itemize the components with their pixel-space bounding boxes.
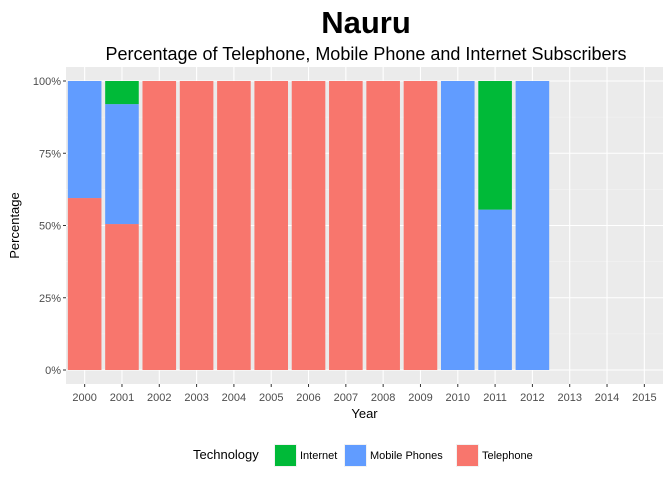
bar-telephone-2008	[366, 81, 400, 370]
bar-telephone-2005	[254, 81, 289, 370]
x-tick-label: 2001	[110, 392, 134, 404]
x-tick-label: 2012	[520, 392, 544, 404]
x-tick-label: 2006	[296, 392, 320, 404]
legend: Technology Internet Mobile Phones Telephon…	[193, 444, 533, 467]
y-tick-label: 25%	[39, 293, 61, 305]
x-tick-label: 2013	[557, 392, 581, 404]
bar-mobile-phones-2001	[105, 104, 139, 225]
x-tick-label: 2005	[259, 392, 283, 404]
bars	[67, 81, 550, 370]
chart-title: Nauru	[321, 5, 411, 40]
x-tick-label: 2010	[446, 392, 470, 404]
bar-internet-2001	[105, 81, 139, 105]
x-tick-label: 2007	[334, 392, 358, 404]
bar-telephone-2000	[67, 198, 102, 370]
bar-mobile-phones-2011	[478, 209, 512, 370]
x-tick-label: 2004	[222, 392, 246, 404]
bar-mobile-phones-2012	[515, 81, 550, 370]
y-tick-label: 0%	[45, 365, 61, 377]
y-axis: 0% 25% 50% 75% 100%	[33, 76, 66, 377]
y-tick-label: 100%	[33, 76, 61, 88]
legend-label: Internet	[300, 450, 337, 462]
bar-telephone-2007	[329, 81, 363, 370]
bar-telephone-2004	[217, 81, 251, 370]
bar-mobile-phones-2000	[67, 81, 102, 199]
legend-label: Mobile Phones	[370, 450, 443, 462]
y-tick-label: 75%	[39, 148, 61, 160]
bar-telephone-2001	[105, 224, 139, 370]
bar-telephone-2003	[179, 81, 214, 370]
legend-key-telephone	[457, 445, 478, 466]
bar-telephone-2009	[403, 81, 438, 370]
y-axis-title: Percentage	[7, 192, 22, 259]
x-axis: 2000 2001 2002 2003 2004 2005 2006 2007 2008 2009…	[72, 384, 657, 404]
bar-mobile-phones-2010	[440, 81, 475, 370]
x-tick-label: 2014	[595, 392, 619, 404]
legend-key-internet	[275, 445, 296, 466]
legend-title: Technology	[193, 447, 259, 462]
x-tick-label: 2008	[371, 392, 395, 404]
x-tick-label: 2015	[632, 392, 656, 404]
y-tick-label: 50%	[39, 221, 61, 233]
x-tick-label: 2002	[147, 392, 171, 404]
legend-label: Telephone	[482, 450, 533, 462]
x-tick-label: 2000	[72, 392, 96, 404]
x-tick-label: 2011	[483, 392, 507, 404]
x-tick-label: 2009	[408, 392, 432, 404]
x-axis-title: Year	[351, 406, 378, 421]
x-tick-label: 2003	[184, 392, 208, 404]
bar-telephone-2002	[142, 81, 177, 370]
legend-key-mobile-phones	[345, 445, 366, 466]
bar-internet-2011	[478, 81, 512, 210]
chart-subtitle: Percentage of Telephone, Mobile Phone an…	[105, 44, 626, 64]
bar-telephone-2006	[291, 81, 326, 370]
